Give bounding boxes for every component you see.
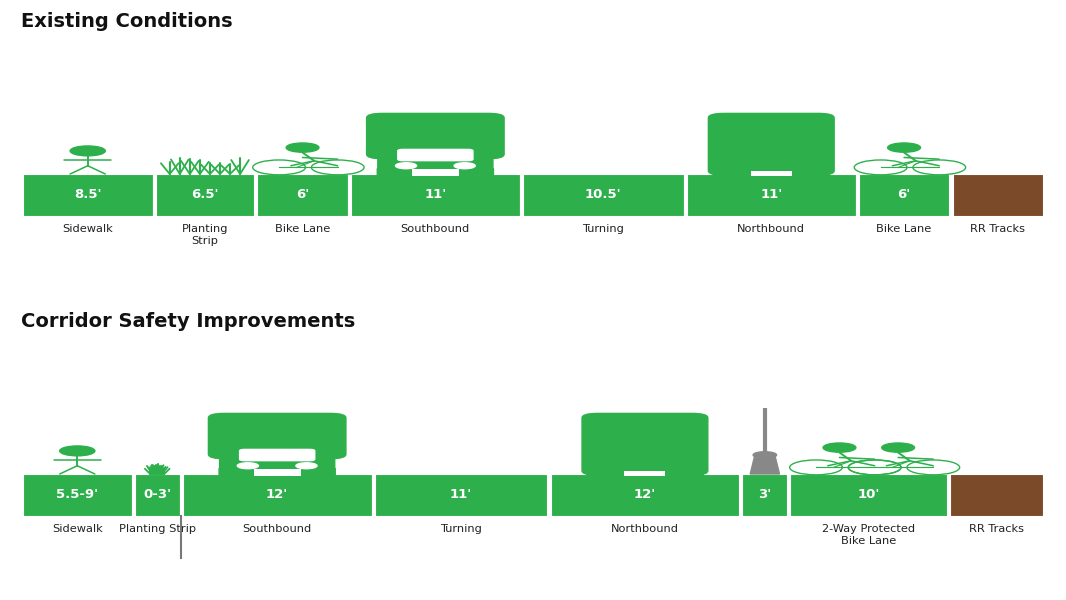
FancyBboxPatch shape	[240, 449, 314, 461]
Circle shape	[286, 143, 319, 152]
FancyBboxPatch shape	[295, 467, 335, 479]
FancyBboxPatch shape	[713, 169, 754, 179]
Circle shape	[753, 452, 776, 458]
Text: 2-Way Protected
Bike Lane: 2-Way Protected Bike Lane	[822, 523, 916, 546]
FancyBboxPatch shape	[367, 113, 504, 158]
FancyBboxPatch shape	[687, 174, 856, 216]
Text: RR Tracks: RR Tracks	[970, 223, 1025, 233]
FancyBboxPatch shape	[582, 413, 708, 475]
FancyBboxPatch shape	[859, 174, 950, 216]
FancyBboxPatch shape	[586, 469, 627, 479]
FancyBboxPatch shape	[951, 474, 1044, 516]
Bar	[750, 170, 792, 176]
FancyBboxPatch shape	[377, 167, 417, 179]
Text: 5.5-9': 5.5-9'	[56, 488, 98, 502]
Circle shape	[60, 446, 95, 456]
FancyBboxPatch shape	[351, 174, 520, 216]
Text: Planting Strip: Planting Strip	[118, 523, 196, 533]
FancyBboxPatch shape	[737, 169, 807, 176]
Text: 6.5': 6.5'	[191, 188, 219, 202]
Circle shape	[395, 163, 417, 169]
FancyBboxPatch shape	[790, 169, 829, 179]
Text: 10': 10'	[858, 488, 879, 502]
FancyBboxPatch shape	[709, 113, 835, 175]
Polygon shape	[750, 457, 779, 474]
FancyBboxPatch shape	[791, 474, 948, 516]
Text: Southbound: Southbound	[243, 523, 311, 533]
Circle shape	[454, 163, 475, 169]
Text: 8.5': 8.5'	[74, 188, 101, 202]
FancyBboxPatch shape	[220, 446, 335, 472]
Text: Northbound: Northbound	[611, 523, 679, 533]
FancyBboxPatch shape	[209, 413, 345, 458]
Text: Planting
Strip: Planting Strip	[181, 223, 228, 246]
Bar	[254, 469, 301, 476]
Text: Turning: Turning	[440, 523, 482, 533]
FancyBboxPatch shape	[220, 467, 259, 479]
FancyBboxPatch shape	[742, 474, 787, 516]
Text: 0-3': 0-3'	[143, 488, 172, 502]
Text: 12': 12'	[634, 488, 656, 502]
FancyBboxPatch shape	[523, 174, 683, 216]
FancyBboxPatch shape	[550, 474, 740, 516]
Bar	[625, 470, 665, 476]
FancyBboxPatch shape	[398, 149, 473, 161]
Text: 12': 12'	[266, 488, 288, 502]
FancyBboxPatch shape	[377, 146, 492, 172]
Bar	[411, 169, 458, 176]
Circle shape	[70, 146, 106, 156]
Circle shape	[888, 143, 920, 152]
Text: Turning: Turning	[582, 223, 625, 233]
Text: Corridor Safety Improvements: Corridor Safety Improvements	[21, 312, 356, 331]
Text: Southbound: Southbound	[401, 223, 470, 233]
FancyBboxPatch shape	[23, 474, 132, 516]
Text: Sidewalk: Sidewalk	[52, 523, 102, 533]
FancyBboxPatch shape	[257, 174, 348, 216]
Text: 6': 6'	[296, 188, 309, 202]
FancyBboxPatch shape	[663, 469, 704, 479]
FancyBboxPatch shape	[156, 174, 254, 216]
FancyBboxPatch shape	[183, 474, 371, 516]
Text: 6': 6'	[898, 188, 910, 202]
FancyBboxPatch shape	[953, 174, 1044, 216]
Text: RR Tracks: RR Tracks	[969, 523, 1024, 533]
Text: Bike Lane: Bike Lane	[275, 223, 330, 233]
FancyBboxPatch shape	[610, 469, 680, 476]
Circle shape	[296, 463, 317, 469]
FancyBboxPatch shape	[453, 167, 494, 179]
Circle shape	[882, 443, 915, 452]
FancyBboxPatch shape	[135, 474, 179, 516]
Text: Sidewalk: Sidewalk	[62, 223, 113, 233]
FancyBboxPatch shape	[23, 174, 152, 216]
Text: Existing Conditions: Existing Conditions	[21, 12, 233, 31]
Text: Bike Lane: Bike Lane	[876, 223, 932, 233]
Circle shape	[823, 443, 856, 452]
Text: 3': 3'	[758, 488, 772, 502]
Text: 11': 11'	[424, 188, 447, 202]
Text: 10.5': 10.5'	[585, 188, 621, 202]
Text: 11': 11'	[760, 188, 782, 202]
Circle shape	[238, 463, 258, 469]
Text: 11': 11'	[450, 488, 472, 502]
FancyBboxPatch shape	[375, 474, 548, 516]
Text: Northbound: Northbound	[738, 223, 805, 233]
